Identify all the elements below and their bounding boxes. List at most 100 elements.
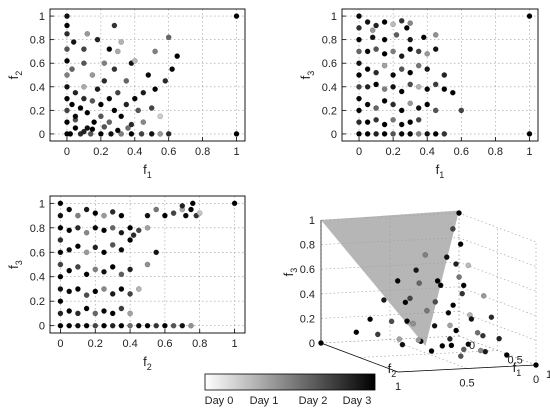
x-tick-label: 0.8: [488, 146, 503, 158]
data-point: [149, 105, 155, 111]
data-point: [69, 66, 75, 72]
data-point: [118, 113, 124, 119]
data-point: [153, 323, 159, 329]
data-point: [92, 210, 98, 216]
data-point: [83, 249, 90, 255]
data-point: [98, 113, 104, 119]
data-point: [356, 13, 362, 19]
data-point: [457, 241, 464, 247]
data-point: [89, 126, 96, 132]
data-point: [75, 212, 81, 219]
data-point: [390, 48, 396, 55]
data-point: [447, 336, 453, 342]
data-point: [98, 131, 104, 137]
data-point: [407, 20, 413, 26]
f1-axis-label-sub: 1: [516, 368, 521, 378]
data-point: [123, 78, 129, 84]
data-point: [373, 69, 379, 76]
data-point: [458, 353, 464, 359]
data-point: [390, 101, 396, 108]
data-point: [356, 25, 362, 31]
data-point: [458, 107, 464, 114]
data-point: [57, 261, 64, 268]
data-point: [144, 261, 151, 268]
data-point: [404, 318, 410, 324]
axes-frame: [341, 8, 539, 142]
f3-axis-label: f3: [281, 268, 299, 277]
data-point: [72, 90, 79, 96]
data-point: [144, 212, 151, 219]
data-point: [402, 299, 409, 305]
y-axis-label: f2: [6, 71, 24, 80]
colorbar-label-day2: Day 2: [299, 395, 328, 407]
data-point: [453, 261, 459, 267]
data-point: [101, 269, 107, 275]
data-point: [364, 131, 371, 137]
data-point: [188, 206, 194, 213]
data-point: [381, 62, 388, 69]
data-point: [170, 323, 177, 329]
data-point: [64, 22, 70, 29]
data-point: [526, 13, 533, 19]
data-point: [71, 39, 77, 45]
data-point: [66, 206, 72, 213]
data-point: [428, 348, 435, 354]
data-point: [231, 200, 238, 206]
data-point: [431, 323, 438, 329]
data-point: [416, 105, 422, 111]
x-axis-label-sub: 2: [147, 362, 152, 372]
data-point: [456, 210, 462, 216]
data-point: [64, 119, 70, 125]
data-point: [364, 19, 371, 25]
data-point: [424, 101, 430, 108]
data-point: [111, 66, 118, 72]
data-point: [433, 81, 439, 88]
y-tick-label: 1: [331, 11, 337, 23]
data-point: [381, 19, 388, 25]
data-point: [424, 307, 430, 314]
data-point: [364, 48, 371, 55]
x-tick-label: 0.6: [157, 338, 172, 350]
data-point: [416, 131, 422, 137]
y-tick-label: 0.8: [30, 35, 45, 47]
data-point: [441, 131, 447, 137]
data-point: [64, 13, 70, 19]
data-point: [416, 48, 422, 55]
data-point: [83, 292, 90, 298]
data-point: [356, 48, 362, 55]
data-point: [75, 310, 81, 317]
data-point: [179, 203, 185, 209]
data-point: [450, 302, 456, 308]
wall-grid-line: [458, 311, 537, 341]
data-point: [101, 78, 107, 84]
x-axis-label: f2: [143, 354, 152, 372]
data-point: [57, 274, 64, 280]
data-point: [188, 323, 194, 329]
data-point: [118, 212, 125, 219]
data-point: [66, 323, 72, 329]
data-point: [468, 316, 475, 322]
data-point: [356, 107, 362, 114]
data-point: [481, 293, 487, 299]
data-point: [84, 31, 90, 37]
f1-axis-label-main: f: [513, 360, 517, 375]
data-point: [108, 131, 114, 137]
data-point: [416, 117, 422, 123]
data-point: [127, 310, 133, 317]
data-point: [57, 212, 64, 219]
data-point: [152, 86, 158, 92]
data-point: [118, 271, 125, 277]
colorbar: Day 0 Day 1 Day 2 Day 3: [204, 373, 376, 407]
data-point: [83, 271, 90, 277]
data-point: [140, 119, 146, 125]
data-point: [92, 310, 98, 317]
x-tick-label: 0.4: [420, 146, 435, 158]
data-point: [92, 323, 98, 329]
data-point: [441, 72, 447, 78]
data-point: [390, 117, 396, 123]
data-point: [64, 72, 70, 78]
f3-axis-label-sub: 3: [289, 268, 299, 273]
data-point: [132, 58, 138, 64]
